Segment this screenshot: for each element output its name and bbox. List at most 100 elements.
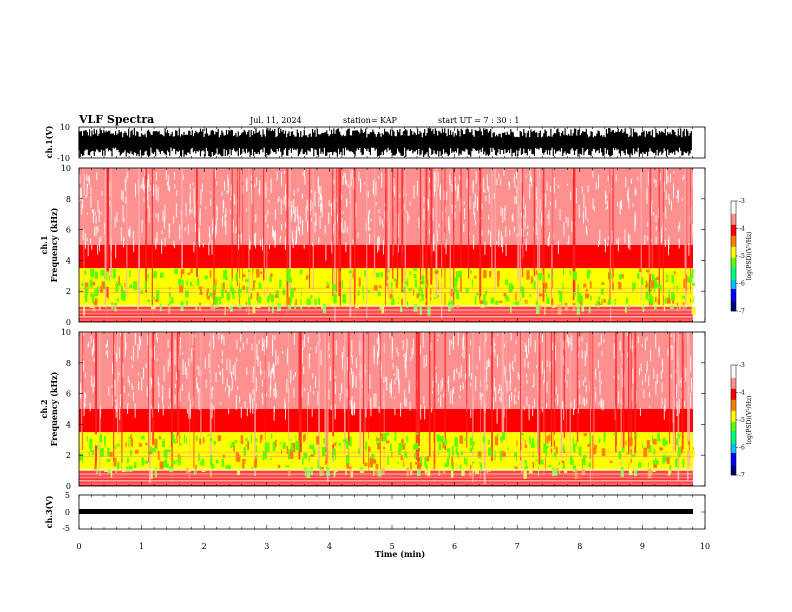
- spectrogram-activity: [346, 460, 350, 469]
- spectrogram-speckle: [484, 242, 486, 255]
- spectrogram-activity: [319, 466, 322, 477]
- colorbar-segment: [731, 230, 736, 233]
- spectrogram-activity: [295, 299, 297, 306]
- time-tick-label: 2: [202, 542, 207, 551]
- spectrogram-activity: [387, 451, 389, 456]
- time-tick-label: 0: [76, 542, 81, 551]
- spectrogram-streak: [431, 168, 433, 289]
- spectrogram-activity: [646, 440, 650, 449]
- spectrogram-activity: [610, 272, 612, 279]
- spectrogram-activity: [364, 270, 366, 277]
- spectrogram-activity: [217, 435, 222, 442]
- spectrogram-activity: [130, 450, 132, 454]
- spectrogram-activity: [303, 467, 307, 470]
- spectrogram-activity: [649, 268, 652, 274]
- spectrogram-speckle: [445, 239, 447, 255]
- colorbar-segment: [731, 385, 736, 388]
- spectrogram-speckle: [432, 236, 434, 251]
- spectrogram-activity: [419, 451, 421, 458]
- spectrogram-speckle: [690, 356, 692, 372]
- spectrogram-speckle: [396, 366, 398, 380]
- spectrogram-speckle: [502, 208, 504, 223]
- spectrogram-activity: [593, 447, 597, 455]
- spectrogram-speckle: [79, 174, 81, 184]
- spectrogram-activity: [424, 283, 427, 288]
- spectrogram-activity: [172, 433, 175, 443]
- spectrogram-speckle: [517, 372, 519, 379]
- spectrogram-speckle: [493, 192, 495, 199]
- colorbar-segment: [731, 235, 736, 238]
- spectrogram-activity: [618, 451, 622, 460]
- spectrogram-speckle: [395, 377, 397, 380]
- spectrogram-activity: [510, 306, 512, 314]
- spectrogram-activity: [242, 459, 246, 469]
- spectrogram-activity: [406, 279, 409, 287]
- spectrogram-speckle: [352, 239, 354, 245]
- spectrogram-speckle: [578, 337, 580, 347]
- spectrogram-activity: [187, 272, 191, 275]
- spectrogram-streak: [550, 332, 553, 455]
- spectrogram-speckle: [303, 366, 305, 375]
- spectrogram-activity: [657, 298, 659, 305]
- spectrogram-speckle: [393, 396, 395, 400]
- spectrogram-speckle: [329, 366, 331, 381]
- spectrogram-activity: [124, 295, 129, 303]
- spectrogram-activity: [330, 436, 335, 445]
- spectrogram-streak: [360, 332, 362, 448]
- spectrogram-activity: [470, 435, 472, 438]
- spectrogram-speckle: [92, 209, 94, 224]
- spectrogram-activity: [88, 466, 91, 470]
- spectrogram-activity: [101, 281, 105, 290]
- spectrogram-activity: [115, 303, 117, 312]
- spectrogram-activity: [614, 298, 617, 302]
- colorbar-segment: [731, 425, 736, 428]
- spectrogram-speckle: [251, 189, 253, 205]
- spectrogram-speckle: [280, 199, 282, 215]
- spectrogram-speckle: [644, 234, 646, 245]
- spectrogram-speckle: [460, 385, 462, 392]
- spectrogram-speckle: [402, 354, 404, 357]
- colorbar-tick-label: -7: [739, 308, 745, 315]
- spectrogram-activity: [673, 286, 677, 294]
- spectrogram-streak: [386, 168, 388, 287]
- spectrogram-speckle: [683, 175, 685, 179]
- spectrogram-activity: [682, 302, 685, 310]
- spectrogram-speckle: [328, 212, 330, 224]
- spectrogram-activity: [256, 301, 261, 308]
- spectrogram-speckle: [113, 378, 115, 389]
- spectrogram-activity: [573, 271, 577, 281]
- spectrogram-speckle: [586, 342, 588, 357]
- spectrogram-speckle: [170, 402, 172, 409]
- time-tick-label: 6: [452, 542, 457, 551]
- spectrogram-speckle: [369, 209, 371, 214]
- spectrogram-streak: [239, 168, 240, 313]
- spectrogram-speckle: [646, 336, 648, 341]
- spectrogram-activity: [570, 455, 573, 465]
- spectrogram-activity: [196, 455, 200, 462]
- spectrogram-activity: [455, 447, 458, 455]
- spectrogram-speckle: [278, 196, 280, 202]
- colorbar-segment: [731, 438, 736, 441]
- spectrogram-activity: [210, 455, 213, 465]
- spectrogram-activity: [418, 462, 422, 471]
- spectrogram-activity: [197, 277, 200, 287]
- spectrogram-speckle: [225, 208, 227, 218]
- spectrogram-speckle: [124, 332, 126, 344]
- spectrogram-activity: [201, 463, 206, 473]
- spectrogram-speckle: [562, 340, 564, 350]
- time-tick-label: 10: [700, 542, 710, 551]
- spectrogram-activity: [238, 288, 242, 298]
- spectrogram-speckle: [500, 231, 502, 248]
- spectrogram-activity: [92, 455, 94, 460]
- spectrogram-activity: [507, 456, 512, 461]
- spectrogram-speckle: [157, 376, 159, 386]
- spectrogram-speckle: [488, 186, 490, 193]
- spectrogram-speckle: [299, 226, 300, 235]
- spectrogram-speckle: [670, 374, 672, 379]
- spectrogram-activity: [209, 437, 212, 442]
- spectrogram-activity: [673, 271, 676, 276]
- colorbar-segment: [731, 460, 736, 463]
- spectrogram-speckle: [272, 364, 274, 373]
- spectrogram-activity: [147, 299, 150, 302]
- spectrogram-speckle: [440, 183, 442, 190]
